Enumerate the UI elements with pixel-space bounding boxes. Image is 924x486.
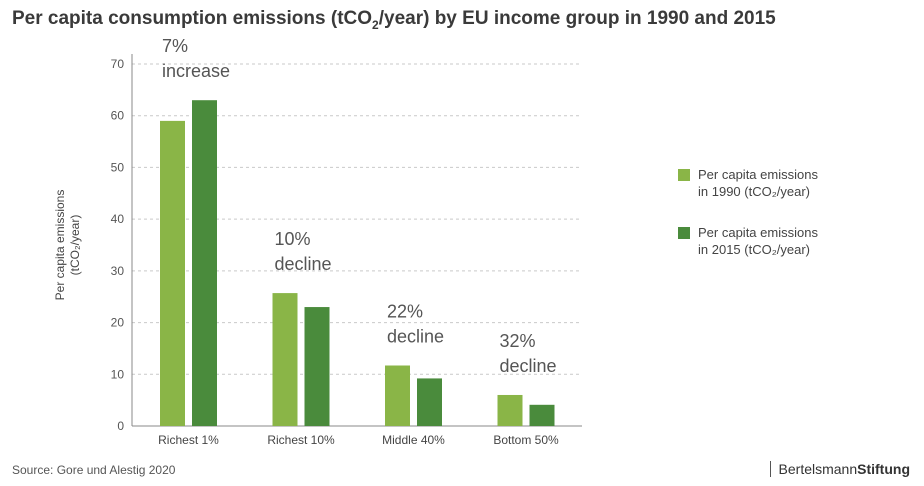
legend-label-2015: Per capita emissions in 2015 (tCO₂/year)	[698, 224, 858, 258]
y-tick-label: 70	[111, 57, 125, 71]
bar-1990	[497, 394, 523, 426]
annotation-label: increase	[162, 61, 230, 81]
brand-regular: Bertelsmann	[778, 461, 858, 477]
legend-label-1990: Per capita emissions in 1990 (tCO₂/year)	[698, 166, 858, 200]
legend-swatch-2015	[678, 227, 690, 239]
x-tick-label: Richest 10%	[267, 433, 335, 447]
title-text-end: /year) by EU income group in 1990 and 20…	[378, 8, 776, 29]
bar-2015	[417, 378, 442, 426]
brand-bold: Stiftung	[857, 461, 910, 477]
bar-1990	[160, 120, 185, 426]
y-axis-label-line2: (tCO₂/year)	[68, 215, 82, 276]
y-axis-label-line1: Per capita emissions	[53, 190, 67, 301]
legend-swatch-1990	[678, 169, 690, 181]
source-note: Source: Gore und Alestig 2020	[12, 463, 176, 477]
annotation-percent: 7%	[162, 36, 188, 56]
annotation-percent: 32%	[500, 331, 536, 351]
legend-label-2015-line1: Per capita emissions	[698, 225, 818, 240]
bar-1990	[272, 293, 298, 426]
bar-2015	[304, 307, 330, 426]
y-tick-label: 10	[111, 367, 125, 381]
title-text: Per capita consumption emissions (tCO	[12, 8, 373, 29]
annotation-label: decline	[275, 254, 332, 274]
y-tick-label: 0	[117, 419, 124, 433]
y-axis-label: Per capita emissions(tCO₂/year)	[53, 190, 82, 301]
bar-2015	[529, 404, 555, 426]
y-tick-label: 20	[111, 316, 125, 330]
annotation-percent: 10%	[275, 229, 311, 249]
legend-label-1990-line2: in 1990 (tCO₂/year)	[698, 184, 810, 199]
x-tick-label: Middle 40%	[382, 433, 445, 447]
y-tick-label: 30	[111, 264, 125, 278]
y-tick-label: 60	[111, 109, 125, 123]
y-tick-label: 50	[111, 160, 125, 174]
chart-title: Per capita consumption emissions (tCO2/y…	[12, 8, 776, 32]
y-tick-label: 40	[111, 212, 125, 226]
bar-1990	[385, 365, 410, 426]
x-tick-label: Richest 1%	[158, 433, 219, 447]
legend-label-2015-line2: in 2015 (tCO₂/year)	[698, 242, 810, 257]
annotation-label: decline	[500, 356, 557, 376]
title-subscript: 2	[372, 17, 379, 32]
legend-label-1990-line1: Per capita emissions	[698, 167, 818, 182]
annotation-percent: 22%	[387, 301, 423, 321]
x-tick-label: Bottom 50%	[493, 433, 559, 447]
bar-2015	[192, 100, 217, 426]
brand-logo: BertelsmannStiftung	[769, 461, 910, 477]
annotation-label: decline	[387, 326, 444, 346]
